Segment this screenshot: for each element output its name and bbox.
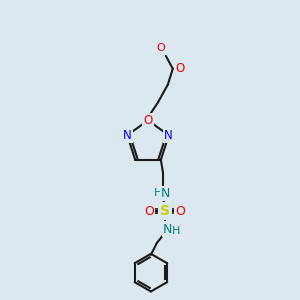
- Text: O: O: [144, 205, 154, 218]
- Text: N: N: [161, 187, 170, 200]
- Text: N: N: [164, 129, 173, 142]
- Text: O: O: [143, 114, 153, 127]
- Text: H: H: [154, 188, 162, 198]
- Text: O: O: [176, 205, 186, 218]
- Polygon shape: [127, 120, 169, 160]
- Text: O: O: [176, 62, 185, 75]
- Text: S: S: [160, 204, 170, 218]
- Text: O: O: [157, 43, 165, 53]
- Text: H: H: [172, 226, 180, 236]
- Text: N: N: [163, 223, 172, 236]
- Text: N: N: [123, 129, 132, 142]
- Polygon shape: [135, 254, 167, 292]
